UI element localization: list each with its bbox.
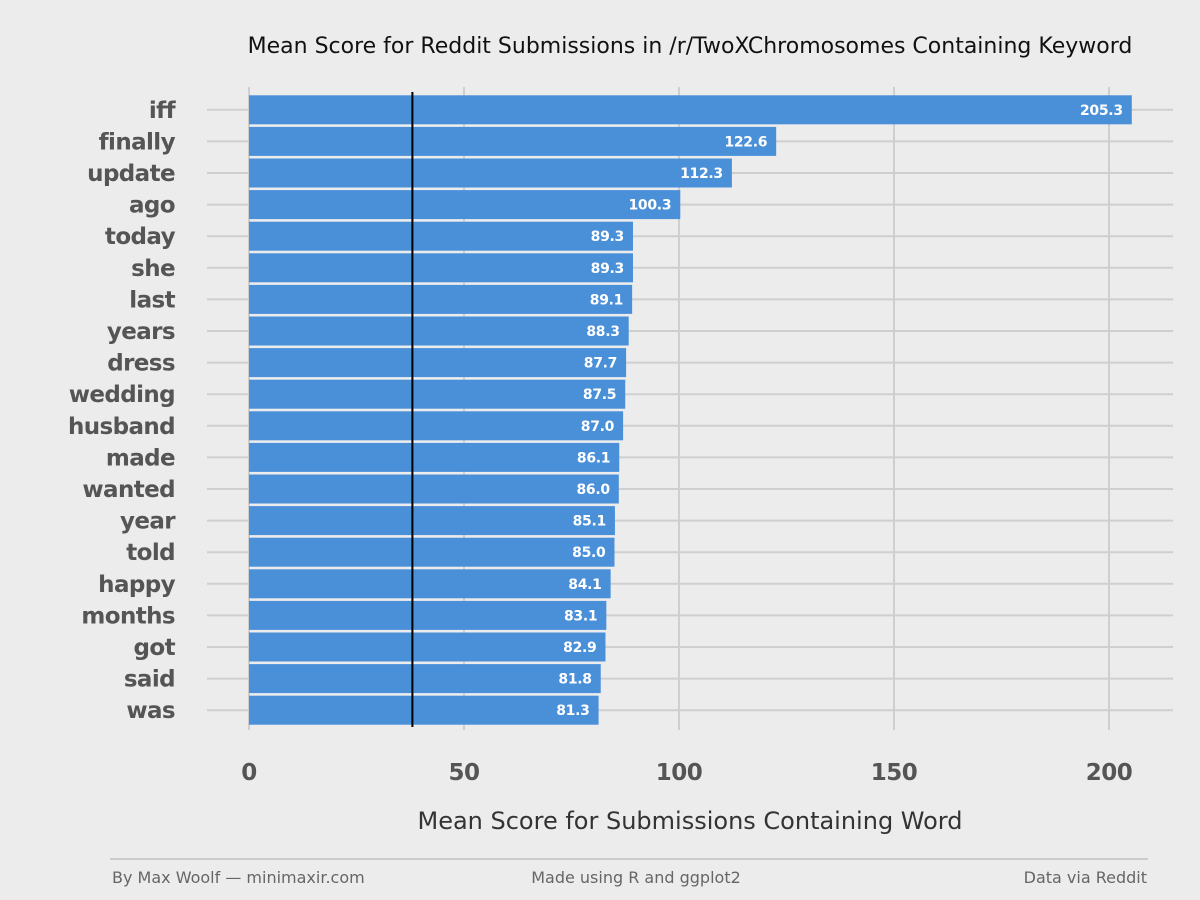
y-tick-label: today (105, 224, 176, 250)
bar (249, 379, 626, 409)
chart-title: Mean Score for Reddit Submissions in /r/… (248, 34, 1133, 59)
bar (249, 126, 777, 156)
bar (249, 664, 601, 694)
data-label: 81.3 (556, 703, 589, 719)
y-tick-label: years (107, 319, 175, 345)
x-tick-label: 200 (1086, 760, 1133, 786)
y-tick-label: wedding (69, 382, 175, 408)
bar (249, 695, 599, 725)
y-tick-label: happy (98, 572, 175, 598)
y-tick-label: finally (99, 129, 176, 155)
y-tick-label: said (124, 667, 175, 693)
bar (249, 569, 611, 599)
x-tick-label: 0 (241, 760, 257, 786)
data-label: 205.3 (1080, 103, 1123, 119)
bar (249, 474, 619, 504)
x-tick-label: 100 (656, 760, 703, 786)
data-label: 89.3 (591, 229, 624, 245)
footer-credit: By Max Woolf — minimaxir.com (112, 868, 365, 887)
y-tick-label: months (81, 603, 175, 629)
data-label: 83.1 (564, 608, 597, 624)
bar (249, 348, 627, 378)
data-label: 86.0 (576, 482, 610, 498)
y-tick-label: was (126, 698, 175, 724)
bar (249, 632, 606, 662)
y-tick-label: last (129, 287, 175, 313)
bar (249, 284, 633, 314)
footer-tools: Made using R and ggplot2 (531, 868, 741, 887)
y-tick-label: got (134, 635, 176, 661)
data-label: 100.3 (628, 198, 671, 214)
bar (249, 411, 624, 441)
bar (249, 190, 681, 220)
y-tick-label: iff (149, 98, 177, 124)
data-label: 88.3 (586, 324, 619, 340)
data-label: 84.1 (568, 577, 601, 593)
bar (249, 316, 629, 346)
labels: 0 50 100 150 200 205.3 iff 122.6 finally 112.3 upd… (68, 98, 1133, 786)
y-tick-label: year (120, 509, 176, 535)
data-label: 85.0 (572, 545, 606, 561)
data-label: 89.1 (590, 292, 623, 308)
x-tick-label: 50 (448, 760, 479, 786)
y-tick-label: told (126, 540, 175, 566)
y-tick-label: update (87, 161, 175, 187)
data-label: 87.7 (584, 356, 617, 372)
y-tick-label: dress (107, 351, 175, 377)
bar (249, 442, 620, 472)
bars (249, 95, 1132, 725)
data-label: 122.6 (724, 134, 767, 150)
data-label: 112.3 (680, 166, 723, 182)
bar (249, 253, 633, 283)
data-label: 86.1 (577, 450, 610, 466)
y-tick-label: ago (129, 193, 175, 219)
data-label: 89.3 (591, 261, 624, 277)
data-label: 87.5 (583, 387, 616, 403)
x-axis-label: Mean Score for Submissions Containing Wo… (417, 807, 962, 835)
data-label: 85.1 (573, 514, 606, 530)
bar (249, 506, 615, 536)
y-tick-label: husband (68, 414, 175, 440)
bar (249, 95, 1132, 125)
y-tick-label: wanted (82, 477, 175, 503)
bar (249, 600, 607, 630)
data-label: 82.9 (563, 640, 596, 656)
x-tick-label: 150 (871, 760, 918, 786)
data-label: 81.8 (558, 672, 591, 688)
y-tick-label: she (131, 256, 175, 282)
y-tick-label: made (106, 445, 175, 471)
data-label: 87.0 (581, 419, 615, 435)
bar (249, 537, 615, 567)
bar (249, 221, 633, 251)
bar (249, 158, 732, 188)
footer-source: Data via Reddit (1024, 868, 1147, 887)
